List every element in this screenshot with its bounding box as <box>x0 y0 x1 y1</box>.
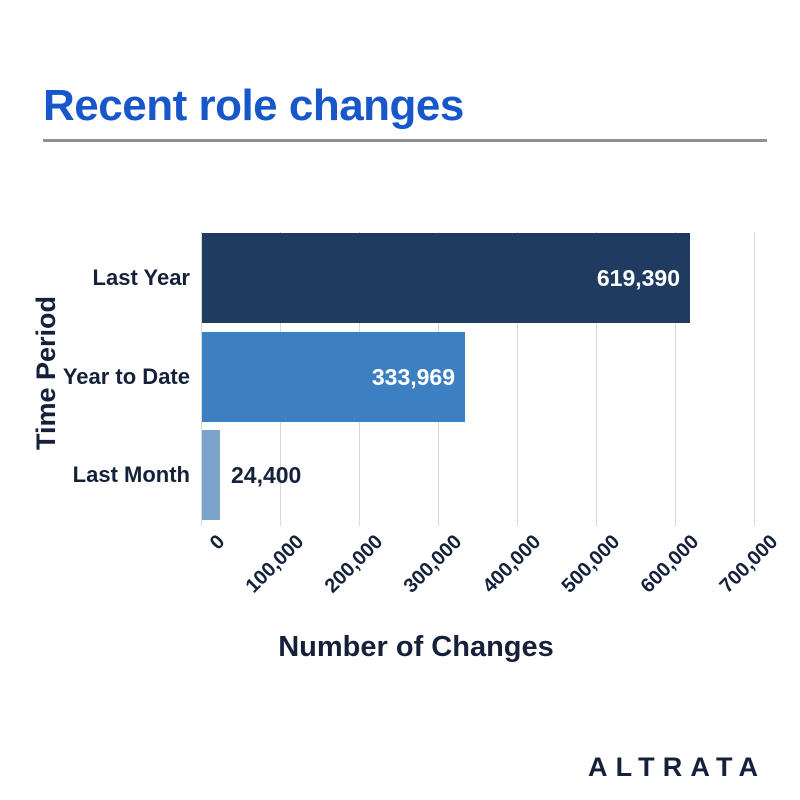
category-label: Year to Date <box>62 364 190 389</box>
gridline <box>201 232 202 526</box>
category-label: Last Year <box>92 265 190 290</box>
page-title: Recent role changes <box>43 81 464 130</box>
title-divider-line <box>43 139 767 142</box>
bar <box>202 332 465 422</box>
gridline <box>517 232 518 526</box>
gridline <box>675 232 676 526</box>
gridline <box>596 232 597 526</box>
value-label: 24,400 <box>231 462 302 488</box>
value-label: 333,969 <box>371 364 455 390</box>
bar <box>202 430 220 520</box>
altrata-logo: ALTRATA <box>588 752 767 782</box>
category-label: Last Month <box>72 462 190 487</box>
x-axis-title: Number of Changes <box>278 631 554 663</box>
bar <box>202 233 690 323</box>
value-label: 619,390 <box>596 265 680 291</box>
gridline <box>754 232 755 526</box>
